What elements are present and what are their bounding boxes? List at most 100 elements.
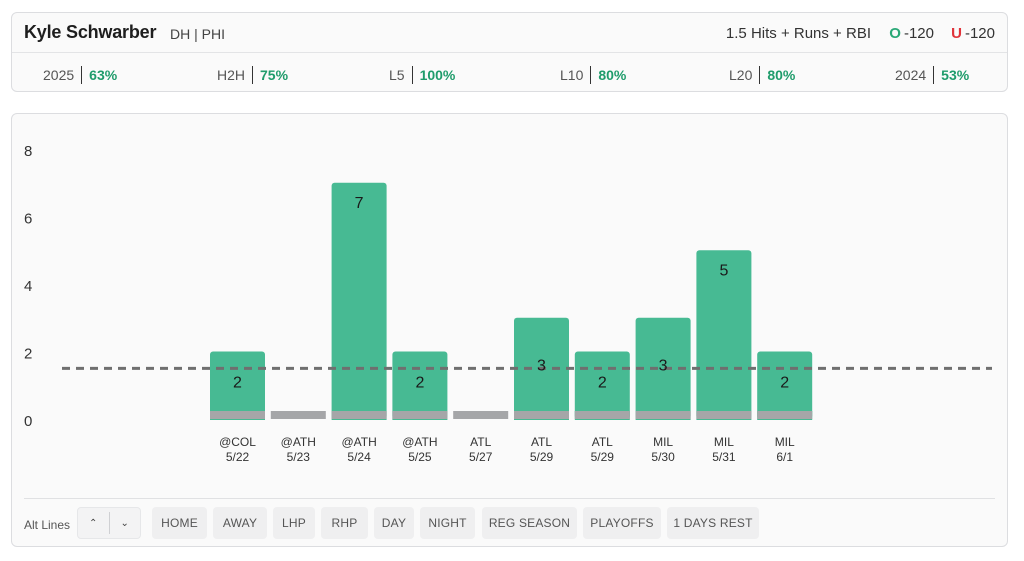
x-tick-opponent: @ATH: [341, 435, 376, 449]
filter-away[interactable]: AWAY: [213, 507, 267, 539]
stat-l10: L10 80%: [560, 66, 626, 84]
x-tick-date: 5/25: [408, 450, 432, 464]
stat-value: 100%: [419, 67, 456, 83]
bar-baseline: [635, 411, 691, 419]
x-tick-date: 5/31: [712, 450, 736, 464]
stat-bar: [574, 351, 630, 419]
under-tag: U: [951, 25, 962, 42]
stat-value: 63%: [89, 67, 118, 83]
stat-label: 2024: [895, 67, 927, 83]
x-tick-date: 5/24: [347, 450, 371, 464]
alt-line-down-button[interactable]: ⌄: [110, 508, 141, 538]
filter-day[interactable]: DAY: [374, 507, 414, 539]
over-tag: O: [889, 25, 901, 42]
stat-value: 80%: [598, 67, 627, 83]
x-tick-date: 5/29: [591, 450, 615, 464]
y-tick-label: 4: [24, 278, 32, 295]
chevron-up-icon: ⌃: [89, 517, 98, 529]
bar-value-label: 3: [659, 357, 668, 374]
stat-l20: L20 80%: [729, 66, 795, 84]
bar-value-label: 2: [233, 374, 242, 391]
stat-label: H2H: [217, 67, 246, 83]
bar-baseline: [453, 411, 509, 419]
filter-reg-season[interactable]: REG SEASON: [482, 507, 577, 539]
bar-baseline: [514, 411, 569, 419]
x-tick-opponent: @ATH: [281, 435, 316, 449]
y-tick-label: 2: [24, 346, 32, 363]
x-tick-date: 6/1: [776, 450, 793, 464]
hit-rate-stats: 2025 63% H2H 75% L5 100% L10 80% L20 80% 2024…: [12, 54, 1007, 93]
game-log-bar-chart: 024682@COL5/22@ATH5/237@ATH5/242@ATH5/25…: [24, 143, 992, 464]
stat-divider: [252, 66, 254, 84]
bar-value-label: 3: [537, 357, 546, 374]
alt-lines-stepper: ⌃ ⌄: [77, 507, 141, 539]
bar-baseline: [696, 411, 752, 419]
stat-label: L10: [560, 67, 584, 83]
bar-value-label: 2: [415, 374, 424, 391]
x-tick-opponent: ATL: [470, 435, 491, 449]
stepper-divider: [108, 512, 110, 534]
bar-value-label: 5: [719, 262, 728, 279]
x-tick-opponent: ATL: [531, 435, 552, 449]
stat-bar: [331, 182, 387, 419]
stat-bar: [757, 351, 813, 419]
stat-2025: 2025 63%: [43, 66, 117, 84]
player-prop-header: Kyle Schwarber DH | PHI 1.5 Hits + Runs …: [11, 12, 1008, 92]
x-tick-opponent: ATL: [592, 435, 613, 449]
bar-value-label: 7: [355, 195, 364, 212]
y-tick-label: 6: [24, 211, 32, 228]
stat-value: 80%: [767, 67, 796, 83]
chevron-down-icon: ⌄: [120, 517, 129, 529]
filter-playoffs[interactable]: PLAYOFFS: [583, 507, 661, 539]
filter-night[interactable]: NIGHT: [420, 507, 475, 539]
prop-title-bar: Kyle Schwarber DH | PHI 1.5 Hits + Runs …: [12, 13, 1007, 53]
alt-line-up-button[interactable]: ⌃: [78, 508, 109, 538]
filter-rhp[interactable]: RHP: [321, 507, 368, 539]
x-tick-date: 5/30: [651, 450, 675, 464]
stat-label: L20: [729, 67, 753, 83]
bar-baseline: [757, 411, 813, 419]
x-tick-date: 5/23: [287, 450, 311, 464]
bar-value-label: 2: [598, 374, 607, 391]
x-tick-opponent: MIL: [714, 435, 734, 449]
stat-label: L5: [389, 67, 405, 83]
y-tick-label: 8: [24, 143, 32, 160]
y-tick-label: 0: [24, 413, 32, 430]
x-tick-opponent: @ATH: [402, 435, 437, 449]
alt-lines-label: Alt Lines: [24, 518, 71, 532]
stat-divider: [81, 66, 83, 84]
stat-value: 53%: [941, 67, 970, 83]
stat-divider: [933, 66, 935, 84]
bar-baseline: [392, 411, 448, 419]
bar-baseline: [574, 411, 630, 419]
player-position-team: DH | PHI: [170, 26, 225, 42]
x-tick-opponent: MIL: [775, 435, 795, 449]
bar-value-label: 2: [780, 374, 789, 391]
stat-2024: 2024 53%: [895, 66, 969, 84]
stat-divider: [411, 66, 413, 84]
filter-divider: [24, 498, 995, 499]
bar-baseline: [270, 411, 326, 419]
filter-days-rest[interactable]: 1 DAYS REST: [667, 507, 759, 539]
filter-home[interactable]: HOME: [152, 507, 207, 539]
prop-line: 1.5 Hits + Runs + RBI: [725, 25, 871, 42]
stat-h2h: H2H 75%: [217, 66, 288, 84]
bar-baseline: [331, 411, 387, 419]
player-name: Kyle Schwarber: [24, 22, 157, 42]
stat-l5: L5 100%: [389, 66, 455, 84]
x-tick-opponent: @COL: [219, 435, 256, 449]
game-log-chart-card: 0 2 4 6 8 2 @COL 5/22 @ATH 5/23 7 @ATH 5/24 2 @ATH 5/25…: [11, 113, 1008, 547]
under-odds[interactable]: U -120: [951, 25, 995, 42]
bar-baseline: [210, 411, 265, 419]
x-tick-date: 5/29: [530, 450, 554, 464]
x-tick-date: 5/27: [469, 450, 493, 464]
over-odds-value: -120: [903, 25, 934, 42]
over-odds[interactable]: O -120: [889, 25, 934, 42]
stat-bar: [696, 250, 752, 419]
stat-divider: [590, 66, 592, 84]
filter-bar: Alt Lines ⌃ ⌄ HOME AWAY LHP RHP DAY NIGH…: [12, 498, 1007, 548]
filter-lhp[interactable]: LHP: [273, 507, 315, 539]
x-tick-opponent: MIL: [653, 435, 673, 449]
x-tick-date: 5/22: [226, 450, 250, 464]
stat-divider: [759, 66, 761, 84]
